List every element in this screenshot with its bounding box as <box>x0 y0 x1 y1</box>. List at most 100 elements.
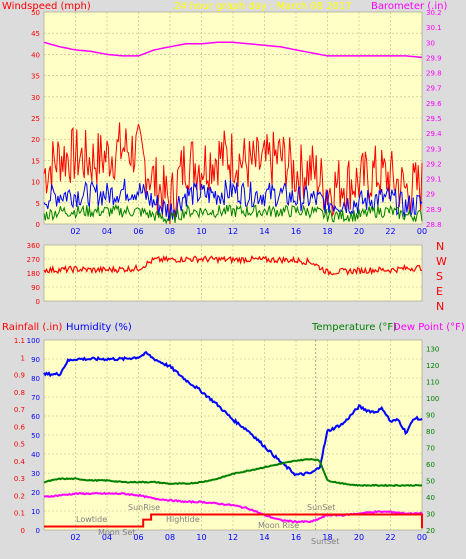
series-barometer <box>43 41 423 59</box>
wind-xtick: 04 <box>102 227 112 236</box>
climate-ytick-right: 20 <box>426 527 435 535</box>
wind-ytick-right: 29.1 <box>426 176 442 184</box>
climate-xtick: 16 <box>291 533 301 542</box>
series-wind-gust <box>43 122 423 225</box>
rain-ytick: 0.8 <box>14 389 25 397</box>
direction-ytick-left: 0 <box>36 298 40 306</box>
climate-ytick-left: 60 <box>31 413 40 421</box>
wind-xtick: 22 <box>385 227 395 236</box>
climate-ytick-right: 40 <box>426 494 435 502</box>
climate-xtick: 10 <box>196 533 206 542</box>
wind-ytick-right: 29.5 <box>426 115 442 123</box>
dir-label-s: S <box>436 270 443 283</box>
dewpoint-axis-label: Dew Point (°F) <box>393 322 465 333</box>
wind-ytick-right: 29.3 <box>426 145 442 153</box>
series-wind-min <box>43 203 423 225</box>
climate-ytick-right: 100 <box>426 395 439 403</box>
climate-ytick-left: 20 <box>31 489 40 497</box>
climate-xtick: 20 <box>354 533 364 542</box>
climate-xtick: 18 <box>322 533 332 542</box>
wind-ytick-left: 20 <box>31 136 40 144</box>
rain-ytick: 0.1 <box>14 510 25 518</box>
climate-ytick-left: 30 <box>31 470 40 478</box>
climate-xtick: 06 <box>133 533 143 542</box>
rain-ytick: 0.7 <box>14 406 25 414</box>
climate-xtick: 04 <box>102 533 112 542</box>
event-sunset-1: SunSet <box>307 503 335 512</box>
series-temperature <box>43 457 423 487</box>
climate-ytick-left: 0 <box>36 527 40 535</box>
climate-ytick-left: 80 <box>31 375 40 383</box>
climate-ytick-left: 10 <box>31 508 40 516</box>
wind-ytick-left: 0 <box>36 221 40 229</box>
series-wind-direction <box>43 254 423 277</box>
wind-axis-label: Windspeed (mph) <box>2 1 91 12</box>
wind-ytick-right: 29.4 <box>426 130 442 138</box>
event-hightide: Hightide <box>166 515 200 524</box>
direction-ytick-left: 90 <box>31 284 40 292</box>
climate-ytick-left: 100 <box>27 337 40 345</box>
direction-ytick-left: 180 <box>27 270 40 278</box>
humidity-axis-label: Humidity (%) <box>66 322 132 333</box>
climate-xtick: 08 <box>165 533 175 542</box>
series-rainfall <box>44 513 423 529</box>
wind-ytick-left: 5 <box>36 200 40 208</box>
wind-ytick-right: 29.2 <box>426 160 442 168</box>
climate-ytick-left: 70 <box>31 394 40 402</box>
rainfall-axis-label: Rainfall (.in) <box>2 322 63 333</box>
rain-ytick: 0 <box>21 527 25 535</box>
rain-ytick: 0.9 <box>14 372 25 380</box>
event-sunset-2: SunSet <box>311 537 339 546</box>
wind-ytick-right: 30.1 <box>426 24 442 32</box>
wind-ytick-right: 28.8 <box>426 221 442 229</box>
dir-label-e: E <box>436 285 443 298</box>
climate-xtick: 02 <box>70 533 80 542</box>
wind-ytick-right: 29.6 <box>426 100 442 108</box>
event-sunrise: SunRise <box>128 503 160 512</box>
series-wind-avg <box>43 178 423 221</box>
climate-xtick: 22 <box>385 533 395 542</box>
dir-label-n-bottom: N <box>436 300 444 313</box>
series-humidity <box>43 350 423 477</box>
wind-ytick-right: 29.8 <box>426 70 442 78</box>
climate-ytick-right: 90 <box>426 411 435 419</box>
rain-ytick: 0.4 <box>14 458 26 466</box>
climate-ytick-right: 80 <box>426 428 435 436</box>
climate-xtick: 14 <box>259 533 269 542</box>
wind-xtick: 10 <box>196 227 206 236</box>
wind-ytick-right: 29.9 <box>426 54 442 62</box>
rain-ytick: 0.5 <box>14 441 25 449</box>
temperature-axis-label: Temperature (°F) <box>311 322 397 333</box>
wind-ytick-left: 45 <box>31 30 40 38</box>
wind-ytick-left: 10 <box>31 179 40 187</box>
wind-ytick-left: 15 <box>31 157 40 165</box>
rain-ytick: 0.6 <box>14 423 26 431</box>
wind-xtick: 02 <box>70 227 80 236</box>
direction-ytick-left: 270 <box>27 256 40 264</box>
wind-xtick: 14 <box>259 227 269 236</box>
climate-ytick-left: 90 <box>31 356 40 364</box>
wind-xtick: 08 <box>165 227 175 236</box>
climate-ytick-right: 60 <box>426 461 435 469</box>
climate-xtick: 00 <box>417 533 427 542</box>
climate-xtick: 12 <box>228 533 238 542</box>
wind-ytick-left: 30 <box>31 94 40 102</box>
wind-ytick-left: 35 <box>31 73 40 81</box>
wind-ytick-right: 28.9 <box>426 206 442 214</box>
climate-ytick-right: 70 <box>426 444 435 452</box>
barometer-axis-label: Barometer (.in) <box>371 1 447 12</box>
wind-ytick-right: 29 <box>426 191 435 199</box>
climate-ytick-right: 50 <box>426 477 435 485</box>
rain-ytick: 1 <box>21 354 25 362</box>
direction-ytick-left: 360 <box>27 242 40 250</box>
event-moonrise: Moon Rise <box>258 521 299 530</box>
wind-xtick: 16 <box>291 227 301 236</box>
climate-ytick-right: 130 <box>426 345 439 353</box>
rain-ytick: 1.1 <box>14 337 25 345</box>
event-moonset: Moon Set <box>98 528 135 537</box>
wind-xtick: 00 <box>417 227 427 236</box>
rain-ytick: 0.2 <box>14 492 25 500</box>
wind-ytick-left: 40 <box>31 51 40 59</box>
wind-ytick-right: 29.7 <box>426 85 442 93</box>
